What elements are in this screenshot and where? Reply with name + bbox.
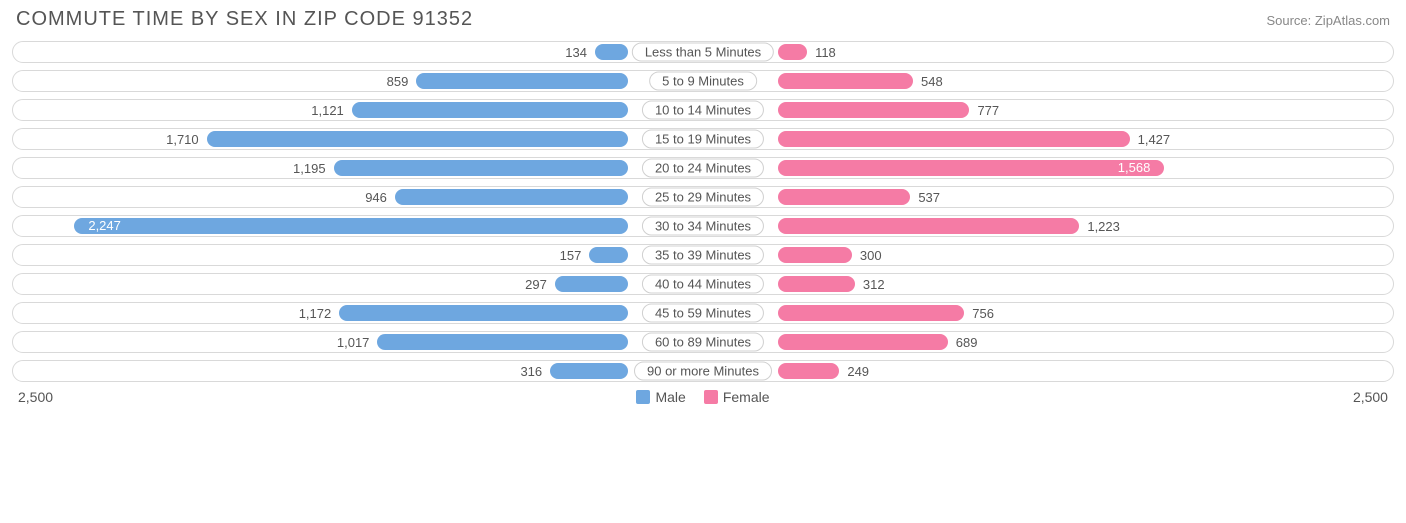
category-label: 20 to 24 Minutes (642, 159, 764, 178)
chart-legend: Male Female (636, 389, 769, 405)
value-female: 548 (913, 74, 951, 89)
category-label: 35 to 39 Minutes (642, 246, 764, 265)
value-male: 1,121 (303, 103, 352, 118)
bar-male (550, 363, 628, 379)
bar-male (334, 160, 628, 176)
category-label: 25 to 29 Minutes (642, 188, 764, 207)
bar-male (207, 131, 628, 147)
value-male: 316 (512, 364, 550, 379)
category-label: 5 to 9 Minutes (649, 72, 757, 91)
bar-female (778, 247, 852, 263)
axis-left-max: 2,500 (18, 389, 53, 405)
category-label: 30 to 34 Minutes (642, 217, 764, 236)
chart-title: Commute Time by Sex in Zip Code 91352 (16, 8, 473, 31)
value-female: 1,568 (1110, 160, 1159, 176)
bar-female (778, 305, 964, 321)
chart-axis: 2,500 Male Female 2,500 (12, 389, 1394, 405)
value-female: 300 (852, 248, 890, 263)
chart-row: 1,710 1,427 15 to 19 Minutes (12, 128, 1394, 150)
bar-male (339, 305, 628, 321)
bar-female (778, 73, 913, 89)
chart-row: 134 118 Less than 5 Minutes (12, 41, 1394, 63)
chart-source: Source: ZipAtlas.com (1266, 13, 1390, 28)
value-male: 2,247 (80, 218, 129, 234)
category-label: 40 to 44 Minutes (642, 275, 764, 294)
value-female: 756 (964, 306, 1002, 321)
legend-female-label: Female (723, 389, 770, 405)
value-female: 537 (910, 190, 948, 205)
category-label: 45 to 59 Minutes (642, 304, 764, 323)
category-label: 90 or more Minutes (634, 362, 772, 381)
bar-female: 1,568 (778, 160, 1164, 176)
axis-right-max: 2,500 (1353, 389, 1388, 405)
bar-male (555, 276, 628, 292)
chart-row: 157 300 35 to 39 Minutes (12, 244, 1394, 266)
diverging-bar-chart: 134 118 Less than 5 Minutes 859 548 5 to 9 Mi… (12, 41, 1394, 382)
chart-row: 1,017 689 60 to 89 Minutes (12, 331, 1394, 353)
bar-female (778, 334, 948, 350)
bar-male (395, 189, 628, 205)
value-male: 859 (379, 74, 417, 89)
value-female: 118 (807, 45, 844, 60)
bar-female (778, 276, 855, 292)
value-female: 777 (969, 103, 1007, 118)
chart-row: 1,172 756 45 to 59 Minutes (12, 302, 1394, 324)
value-female: 312 (855, 277, 893, 292)
swatch-female (704, 390, 718, 404)
value-male: 1,195 (285, 161, 334, 176)
chart-row: 2,247 1,223 30 to 34 Minutes (12, 215, 1394, 237)
bar-male (377, 334, 628, 350)
legend-female: Female (704, 389, 770, 405)
category-label: 60 to 89 Minutes (642, 333, 764, 352)
bar-male (416, 73, 628, 89)
category-label: 15 to 19 Minutes (642, 130, 764, 149)
chart-row: 946 537 25 to 29 Minutes (12, 186, 1394, 208)
value-female: 1,427 (1130, 132, 1179, 147)
bar-female (778, 218, 1079, 234)
bar-male (589, 247, 628, 263)
value-female: 1,223 (1079, 219, 1128, 234)
swatch-male (636, 390, 650, 404)
bar-male (595, 44, 628, 60)
legend-male-label: Male (655, 389, 685, 405)
chart-header: Commute Time by Sex in Zip Code 91352 So… (12, 8, 1394, 31)
category-label: 10 to 14 Minutes (642, 101, 764, 120)
value-male: 297 (517, 277, 555, 292)
bar-male (352, 102, 628, 118)
bar-female (778, 363, 839, 379)
bar-female (778, 102, 969, 118)
bar-male: 2,247 (74, 218, 628, 234)
value-male: 1,172 (291, 306, 340, 321)
bar-female (778, 44, 807, 60)
chart-row: 1,195 1,568 20 to 24 Minutes (12, 157, 1394, 179)
value-male: 1,710 (158, 132, 207, 147)
category-label: Less than 5 Minutes (632, 43, 774, 62)
value-male: 157 (552, 248, 590, 263)
value-male: 1,017 (329, 335, 378, 350)
chart-row: 1,121 777 10 to 14 Minutes (12, 99, 1394, 121)
bar-female (778, 131, 1130, 147)
value-female: 249 (839, 364, 877, 379)
bar-female (778, 189, 910, 205)
value-male: 134 (557, 45, 595, 60)
chart-row: 859 548 5 to 9 Minutes (12, 70, 1394, 92)
chart-row: 297 312 40 to 44 Minutes (12, 273, 1394, 295)
chart-row: 316 249 90 or more Minutes (12, 360, 1394, 382)
value-male: 946 (357, 190, 395, 205)
legend-male: Male (636, 389, 685, 405)
value-female: 689 (948, 335, 986, 350)
